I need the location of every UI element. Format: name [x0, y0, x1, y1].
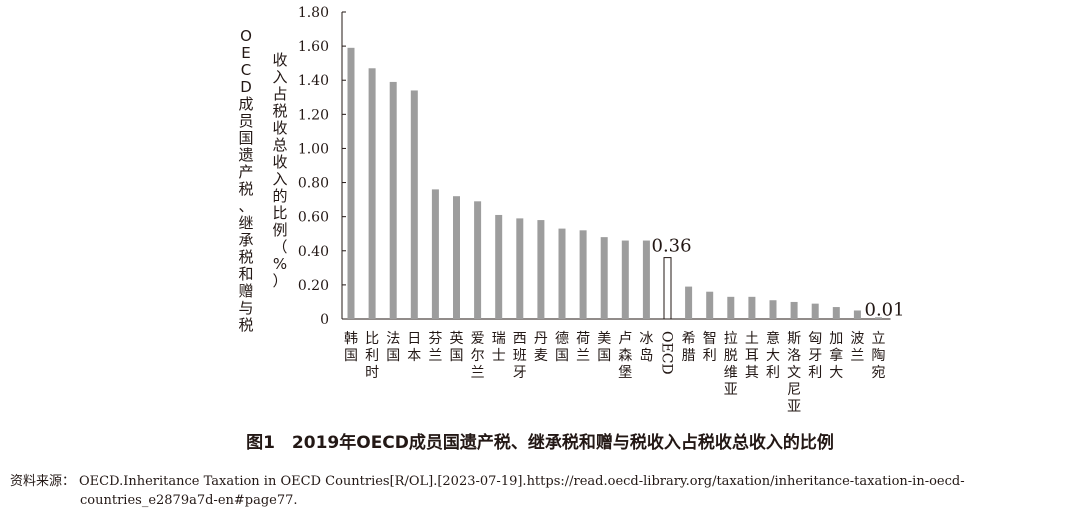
bar-荷兰 — [579, 230, 587, 319]
bar-希腊 — [685, 286, 693, 319]
bar-立陶宛 — [875, 317, 882, 319]
figure-title: 图1 2019年OECD成员国遗产税、继承税和赠与税收入占税收总收入的比例 — [246, 433, 834, 453]
x-tick-label: 西班牙 — [513, 331, 527, 381]
bar-爱尔兰 — [474, 201, 482, 319]
x-tick-label: 韩国 — [344, 331, 358, 364]
y-tick-label: 0.80 — [298, 176, 329, 192]
x-tick-label: 芬兰 — [428, 331, 442, 364]
bar-日本 — [410, 90, 418, 319]
x-tick-label: 加拿大 — [829, 331, 843, 381]
bar-土耳其 — [748, 296, 756, 319]
source-text: OECD.Inheritance Taxation in OECD Countr… — [79, 474, 965, 508]
source-label: 资料来源： — [10, 474, 76, 489]
bar-德国 — [558, 228, 566, 319]
bar-卢森堡 — [621, 240, 629, 319]
y-tick-label: 0.60 — [298, 210, 329, 226]
bar-斯洛文尼亚 — [790, 301, 798, 319]
x-tick-label: 斯洛文尼亚 — [787, 331, 801, 415]
bar-智利 — [706, 291, 714, 319]
y-tick-label: 0.20 — [298, 278, 329, 294]
x-tick-label: 英国 — [450, 330, 464, 364]
x-tick-label: 瑞士 — [492, 331, 506, 364]
x-tick-label: 丹麦 — [534, 331, 548, 364]
bar-韩国 — [347, 47, 355, 320]
bar-芬兰 — [431, 189, 439, 319]
x-tick-label: 希腊 — [682, 331, 696, 364]
x-tick-label: 智利 — [703, 331, 717, 364]
x-tick-label: 日本 — [407, 331, 421, 364]
x-tick-label: 土耳其 — [745, 331, 759, 381]
x-tick-label: 比利时 — [365, 331, 379, 381]
data-label: 0.01 — [865, 299, 905, 320]
bar-丹麦 — [537, 220, 545, 319]
y-axis-label-outer: O E C D 成员国遗产税、继承税和赠与税 — [238, 27, 254, 334]
y-tick-label: 1.40 — [298, 73, 329, 89]
bar-西班牙 — [516, 218, 524, 319]
x-tick-label: 立陶宛 — [872, 331, 886, 381]
bar-意大利 — [769, 300, 777, 319]
bar-拉脱维亚 — [727, 296, 735, 319]
x-tick-label: 卢森堡 — [618, 331, 632, 381]
bar-比利时 — [368, 68, 376, 320]
bar-英国 — [453, 196, 460, 319]
bar-美国 — [600, 237, 608, 319]
x-tick-label: 意大利 — [766, 330, 780, 381]
x-tick-label: 美国 — [597, 331, 611, 364]
y-tick-label: 1.60 — [298, 39, 329, 55]
source-note: 资料来源： OECD.Inheritance Taxation in OECD C… — [10, 472, 1075, 510]
y-tick-label: 0 — [320, 312, 329, 328]
bar-波兰 — [853, 310, 861, 319]
bar-chart: 1.80 1.60 1.40 1.20 1.00 0.80 0.60 0.40 0.20 0 韩国比… — [298, 5, 905, 415]
bar-冰岛 — [642, 240, 650, 319]
y-tick-label: 0.40 — [298, 244, 329, 260]
x-tick-label: 德国 — [555, 331, 569, 364]
bar-瑞士 — [495, 214, 503, 319]
y-axis-label-inner: 收入占税收总收入的比例（%） — [272, 51, 288, 290]
bar-法国 — [389, 81, 397, 319]
bar-加拿大 — [832, 307, 840, 319]
x-tick-label: 波兰 — [850, 331, 864, 364]
bar-OECD — [663, 257, 672, 320]
x-tick-label: 爱尔兰 — [471, 331, 485, 381]
x-tick-label: 冰岛 — [639, 331, 653, 364]
x-tick-label: 匈牙利 — [808, 331, 822, 381]
x-tick-label: OECD — [659, 331, 675, 375]
x-tick-label: 法国 — [386, 331, 400, 364]
bar-匈牙利 — [811, 303, 819, 319]
x-tick-label: 荷兰 — [576, 331, 590, 364]
x-tick-label: 拉脱维亚 — [724, 331, 738, 398]
y-tick-label: 1.00 — [298, 141, 329, 157]
data-label: 0.36 — [652, 236, 692, 257]
y-tick-label: 1.80 — [298, 5, 329, 21]
y-tick-label: 1.20 — [298, 107, 329, 123]
